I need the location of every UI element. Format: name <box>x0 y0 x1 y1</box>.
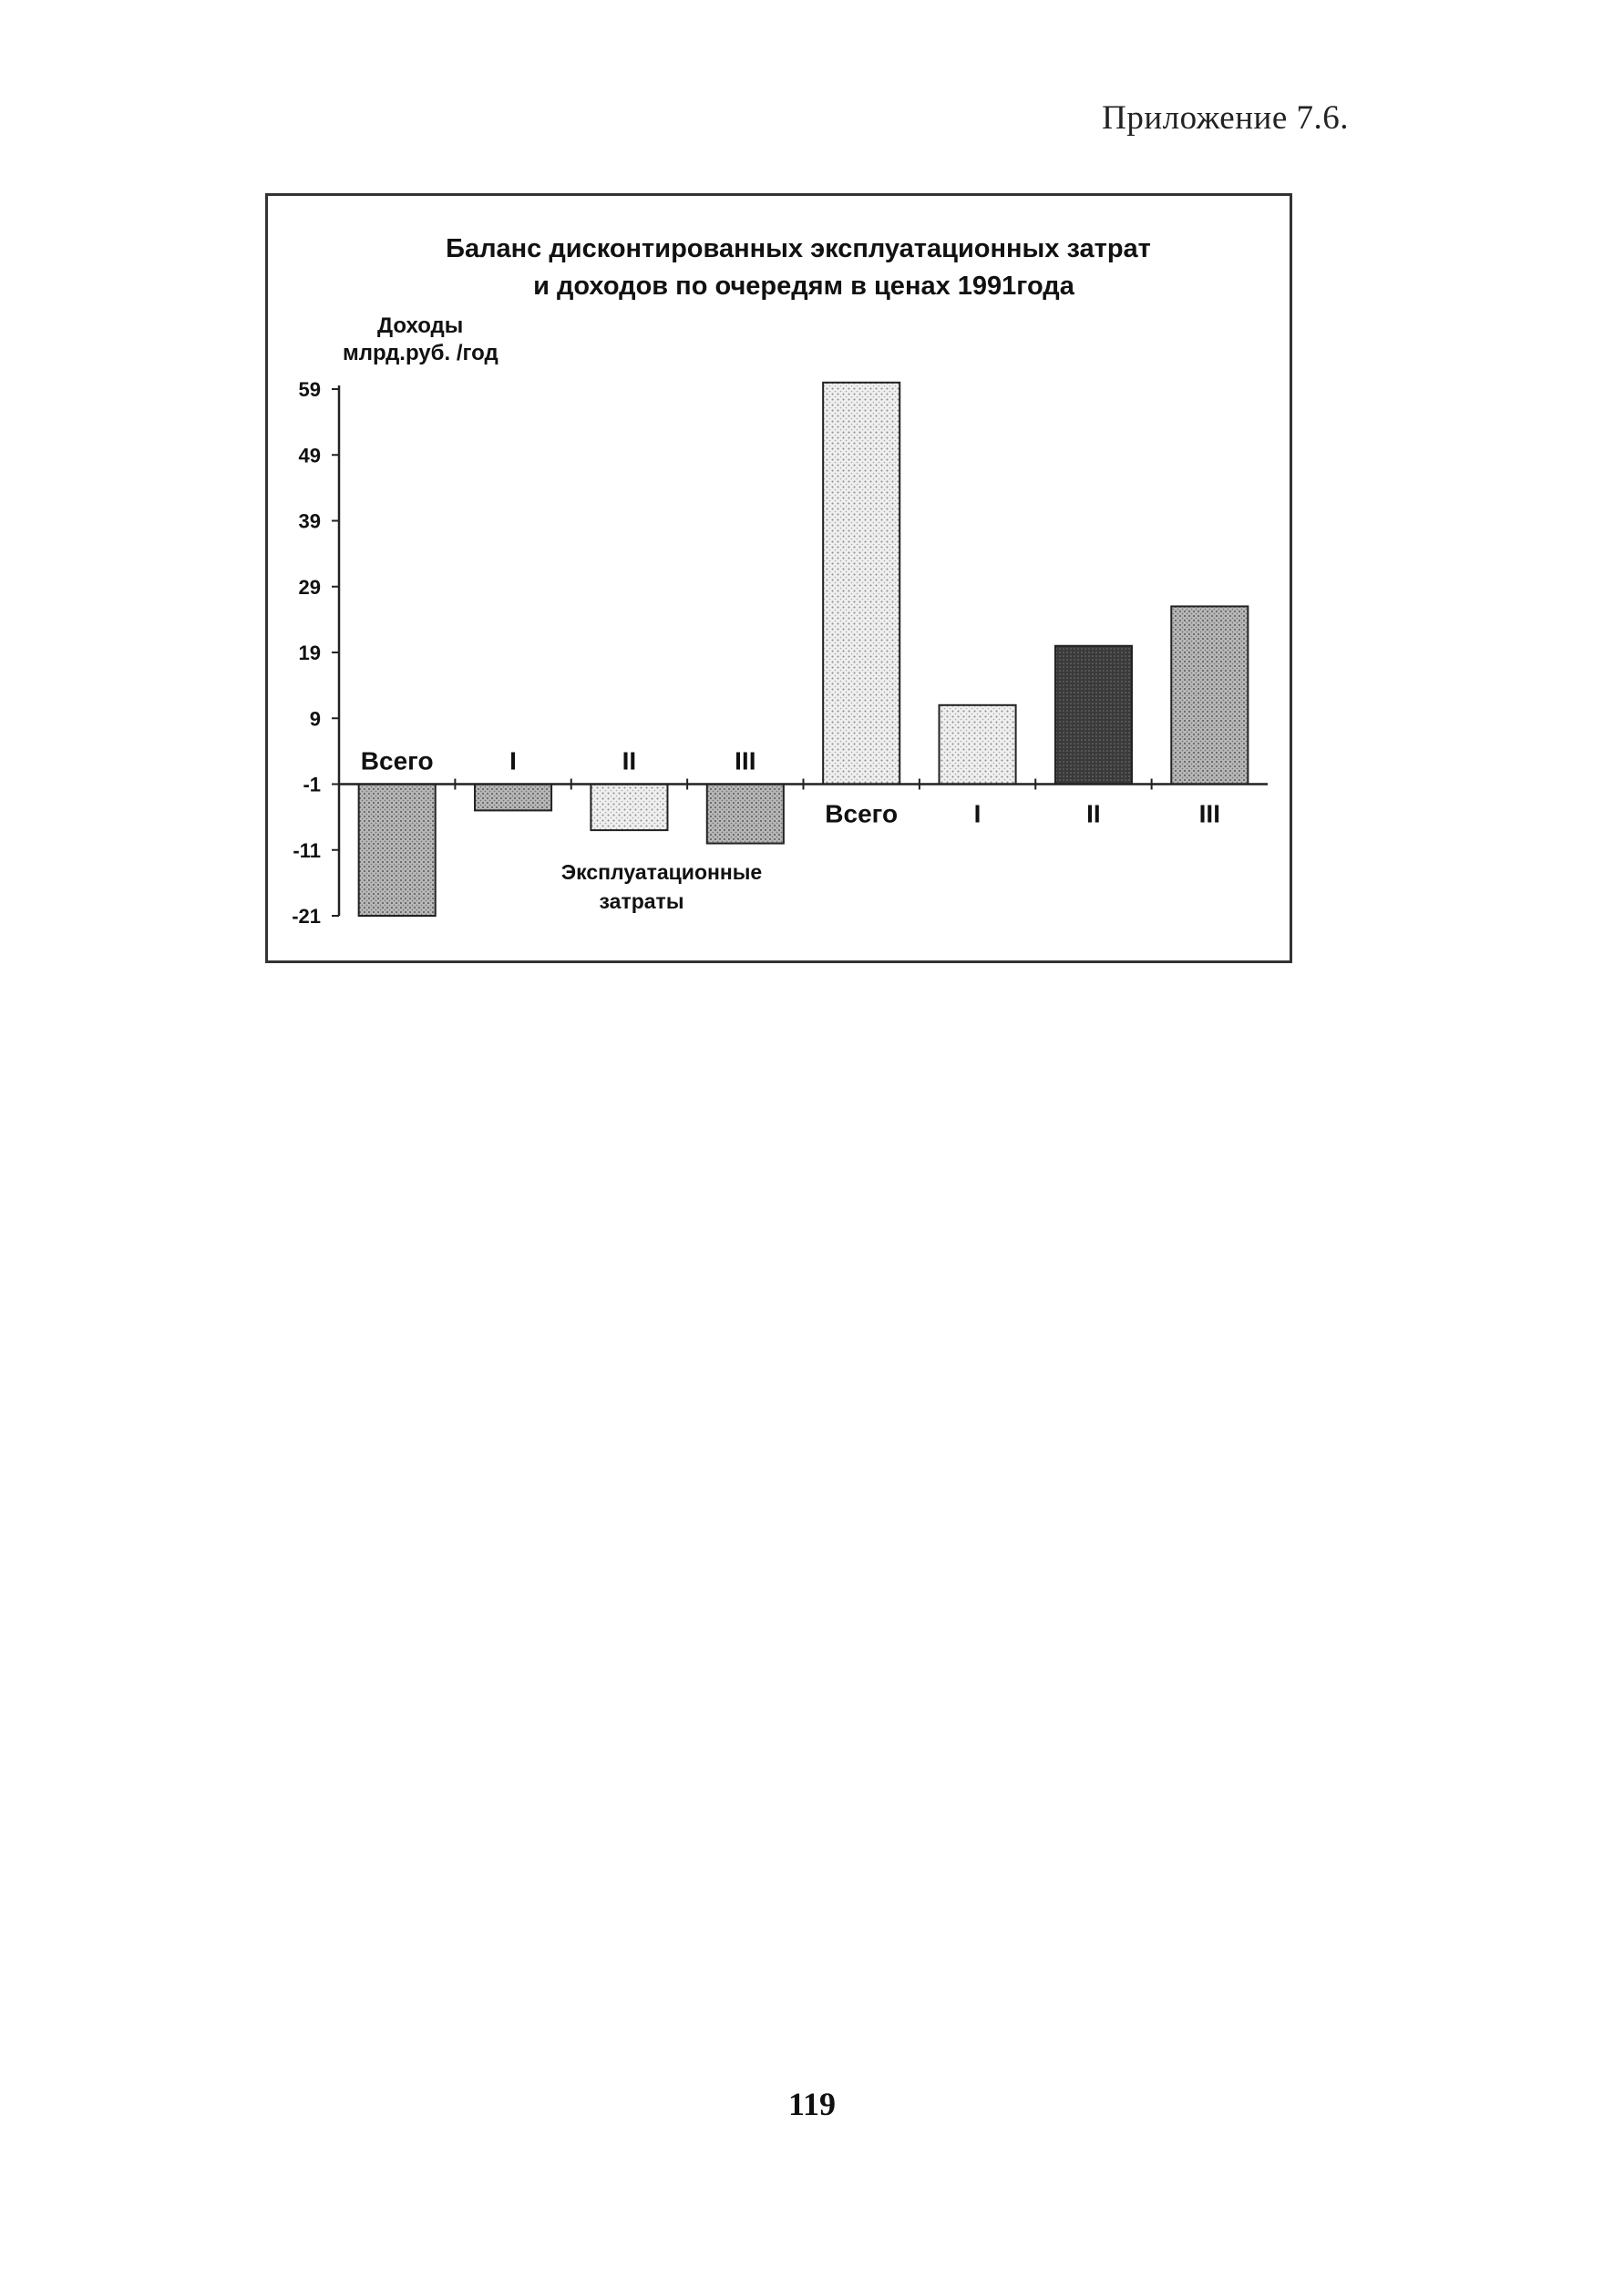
y-tick-label: -21 <box>292 905 321 928</box>
y-tick-label: -11 <box>293 839 321 862</box>
bar <box>590 783 669 832</box>
bar <box>1054 644 1133 785</box>
category-label: Всего <box>361 747 434 775</box>
y-tick-label: 39 <box>299 510 321 533</box>
y-tick-label: -1 <box>303 774 321 796</box>
category-label: I <box>974 800 982 828</box>
bar <box>822 381 901 785</box>
appendix-label: Приложение 7.6. <box>1102 99 1349 137</box>
y-axis-label-line2: млрд.руб. /год <box>343 341 499 365</box>
y-tick-label: 59 <box>299 378 321 401</box>
y-axis-label-line1: Доходы <box>377 313 463 338</box>
bar <box>1170 605 1249 785</box>
y-tick-label: 29 <box>299 576 321 599</box>
category-label: Всего <box>825 800 898 828</box>
y-tick-label: 19 <box>299 642 321 664</box>
bar <box>938 703 1017 785</box>
chart-title-line2: и доходов по очередям в ценах 1991года <box>533 272 1075 301</box>
bar <box>705 783 785 845</box>
bar <box>474 783 553 812</box>
chart-frame: Баланс дисконтированных эксплуатационных… <box>265 193 1292 963</box>
bar <box>357 783 437 917</box>
y-tick-label: 49 <box>299 444 321 467</box>
category-label: II <box>1086 800 1101 828</box>
operating-costs-label-line2: затраты <box>600 889 684 913</box>
bar-chart: Баланс дисконтированных эксплуатационных… <box>292 234 1268 928</box>
page-number: 119 <box>787 2086 836 2122</box>
category-label: I <box>509 747 517 775</box>
category-label: III <box>1199 800 1220 828</box>
operating-costs-label-line1: Эксплуатационные <box>561 860 762 884</box>
y-tick-label: 9 <box>310 707 321 730</box>
category-label: II <box>622 747 637 775</box>
category-label: III <box>735 747 755 775</box>
chart-title-line1: Баланс дисконтированных эксплуатационных… <box>446 234 1151 263</box>
